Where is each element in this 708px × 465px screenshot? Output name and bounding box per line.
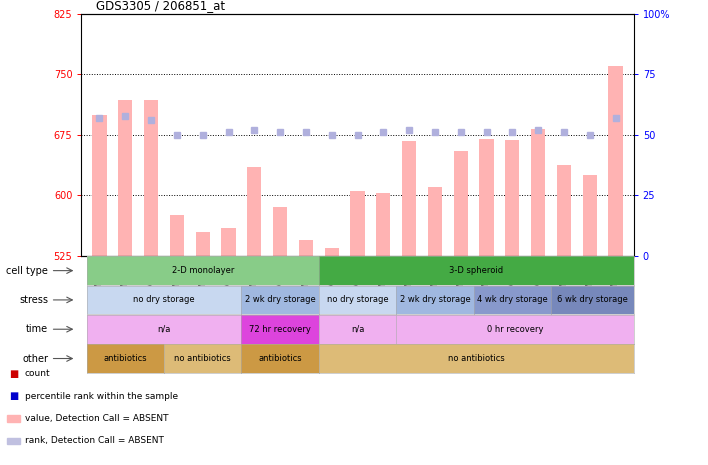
Bar xyxy=(247,167,261,256)
Text: 3-D spheroid: 3-D spheroid xyxy=(449,266,503,275)
Text: no antibiotics: no antibiotics xyxy=(448,354,505,363)
Bar xyxy=(299,239,313,256)
Text: 6 wk dry storage: 6 wk dry storage xyxy=(557,295,628,305)
Text: no antibiotics: no antibiotics xyxy=(174,354,231,363)
Bar xyxy=(531,129,545,256)
Text: rank, Detection Call = ABSENT: rank, Detection Call = ABSENT xyxy=(25,436,164,445)
Text: time: time xyxy=(26,324,48,334)
Bar xyxy=(325,248,339,256)
Text: antibiotics: antibiotics xyxy=(258,354,302,363)
Bar xyxy=(195,232,210,256)
Bar xyxy=(402,141,416,256)
Bar xyxy=(92,115,107,256)
Bar xyxy=(170,215,184,256)
Bar xyxy=(608,66,623,256)
Text: cell type: cell type xyxy=(6,266,48,276)
Bar xyxy=(376,193,390,256)
Bar xyxy=(479,139,493,256)
Text: value, Detection Call = ABSENT: value, Detection Call = ABSENT xyxy=(25,414,169,423)
Text: 4 wk dry storage: 4 wk dry storage xyxy=(477,295,548,305)
Text: no dry storage: no dry storage xyxy=(326,295,389,305)
Text: stress: stress xyxy=(19,295,48,305)
Bar xyxy=(273,207,287,256)
Bar xyxy=(454,151,468,256)
Text: n/a: n/a xyxy=(351,325,364,334)
Text: percentile rank within the sample: percentile rank within the sample xyxy=(25,392,178,401)
Bar xyxy=(506,140,520,256)
Text: 72 hr recovery: 72 hr recovery xyxy=(249,325,311,334)
Bar xyxy=(557,166,571,256)
Text: 2-D monolayer: 2-D monolayer xyxy=(171,266,234,275)
Bar xyxy=(350,191,365,256)
Text: antibiotics: antibiotics xyxy=(103,354,147,363)
Bar xyxy=(222,227,236,256)
Text: no dry storage: no dry storage xyxy=(133,295,195,305)
Text: ■: ■ xyxy=(8,369,18,379)
Bar xyxy=(428,187,442,256)
Text: count: count xyxy=(25,369,50,379)
Bar xyxy=(144,100,158,256)
Bar xyxy=(583,175,597,256)
Text: other: other xyxy=(22,353,48,364)
Text: ■: ■ xyxy=(8,391,18,401)
Text: n/a: n/a xyxy=(157,325,171,334)
Text: 2 wk dry storage: 2 wk dry storage xyxy=(245,295,316,305)
Text: 2 wk dry storage: 2 wk dry storage xyxy=(399,295,470,305)
Bar xyxy=(118,100,132,256)
Text: 0 hr recovery: 0 hr recovery xyxy=(486,325,543,334)
Text: GDS3305 / 206851_at: GDS3305 / 206851_at xyxy=(96,0,224,12)
